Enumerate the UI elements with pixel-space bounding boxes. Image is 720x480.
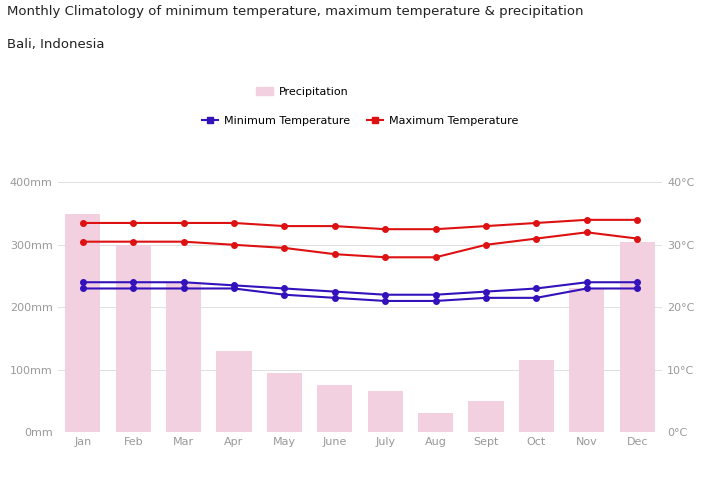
Bar bbox=[619, 241, 654, 432]
Bar bbox=[115, 245, 151, 432]
Bar bbox=[216, 351, 251, 432]
Bar bbox=[166, 282, 201, 432]
Legend: Precipitation: Precipitation bbox=[252, 83, 353, 101]
Bar bbox=[418, 413, 454, 432]
Bar bbox=[266, 372, 302, 432]
Text: Bali, Indonesia: Bali, Indonesia bbox=[7, 38, 104, 51]
Legend: Minimum Temperature, Maximum Temperature: Minimum Temperature, Maximum Temperature bbox=[197, 111, 523, 130]
Bar bbox=[569, 288, 604, 432]
Bar bbox=[65, 214, 101, 432]
Text: Monthly Climatology of minimum temperature, maximum temperature & precipitation: Monthly Climatology of minimum temperatu… bbox=[7, 5, 584, 18]
Bar bbox=[518, 360, 554, 432]
Bar bbox=[468, 401, 503, 432]
Bar bbox=[368, 392, 403, 432]
Bar bbox=[317, 385, 352, 432]
